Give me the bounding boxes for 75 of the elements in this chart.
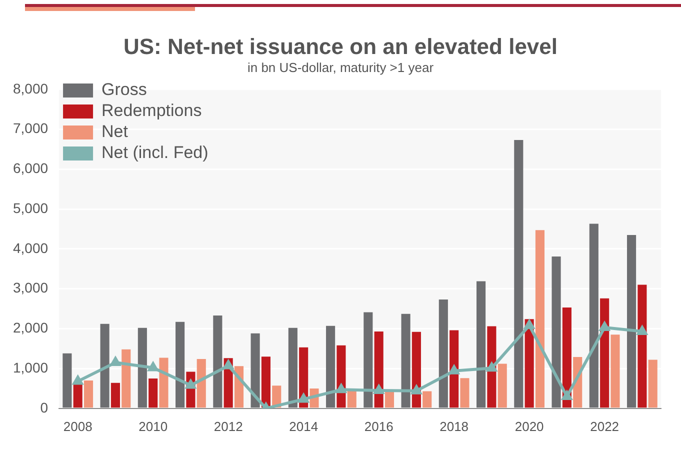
x-tick-label: 2008	[63, 418, 92, 434]
point	[298, 394, 309, 403]
chart-title: US: Net-net issuance on an elevated level	[122, 34, 559, 60]
y-tick-label: 0	[40, 399, 48, 416]
y-tick-label: 8,000	[12, 80, 48, 96]
bar	[364, 312, 373, 408]
point	[411, 385, 422, 394]
bar	[422, 391, 432, 408]
bar	[122, 349, 131, 408]
bar	[326, 326, 336, 408]
bar	[460, 378, 470, 408]
bar	[159, 358, 168, 408]
bar	[384, 392, 394, 408]
bar	[84, 380, 94, 408]
legend-label: Net	[102, 122, 128, 142]
x-tick-label: 2016	[364, 418, 394, 434]
bar	[138, 328, 147, 408]
point	[486, 362, 497, 372]
point	[600, 322, 610, 331]
bar	[476, 281, 486, 408]
bar	[100, 324, 110, 408]
bar	[196, 358, 206, 408]
bar	[638, 284, 647, 408]
bar	[552, 256, 561, 408]
y-tick-label: 4,000	[12, 240, 48, 256]
x-tick-label: 2012	[214, 418, 243, 434]
bar	[110, 382, 120, 408]
point	[223, 360, 234, 370]
y-tick-label: 1,000	[12, 359, 48, 376]
legend-label: Gross	[102, 80, 147, 100]
bar	[176, 322, 185, 408]
bar	[600, 298, 610, 408]
x-tick-label: 2014	[289, 418, 318, 434]
bar	[498, 364, 507, 408]
bar	[487, 326, 496, 408]
point	[186, 380, 196, 389]
point	[449, 365, 460, 374]
point	[562, 390, 572, 400]
bar	[73, 384, 82, 408]
bar	[374, 331, 384, 408]
point	[637, 326, 648, 335]
y-tick-label: 2,000	[12, 320, 48, 336]
bar	[288, 328, 298, 408]
chart-subtitle: in bn US-dollar, maturity >1 year	[246, 60, 435, 75]
y-tick-label: 5,000	[12, 200, 48, 216]
y-tick-label: 7,000	[12, 120, 48, 136]
bar	[148, 378, 158, 408]
bar	[347, 390, 356, 408]
point	[374, 384, 384, 394]
bar	[535, 230, 545, 408]
x-tick-label: 2010	[138, 418, 168, 434]
point	[110, 357, 120, 366]
y-tick-label: 3,000	[12, 280, 48, 296]
x-tick-label: 2020	[514, 418, 544, 434]
bar	[648, 360, 658, 408]
bar	[213, 315, 222, 408]
bar	[250, 333, 260, 408]
point	[72, 376, 83, 385]
point	[524, 320, 534, 329]
x-tick-label: 2022	[590, 418, 620, 434]
legend-label: Net (incl. Fed)	[102, 143, 208, 162]
bar	[62, 353, 72, 408]
bar	[589, 224, 598, 408]
bar	[450, 330, 459, 408]
legend-label: Redemptions	[102, 101, 202, 120]
y-tick-label: 6,000	[12, 160, 48, 176]
bar	[401, 314, 410, 408]
bar	[514, 140, 524, 408]
bar	[261, 356, 270, 408]
bar	[627, 234, 636, 408]
bar	[610, 334, 620, 408]
point	[148, 362, 158, 372]
bar	[438, 300, 448, 408]
x-tick-label: 2018	[440, 418, 469, 434]
point	[336, 384, 346, 394]
